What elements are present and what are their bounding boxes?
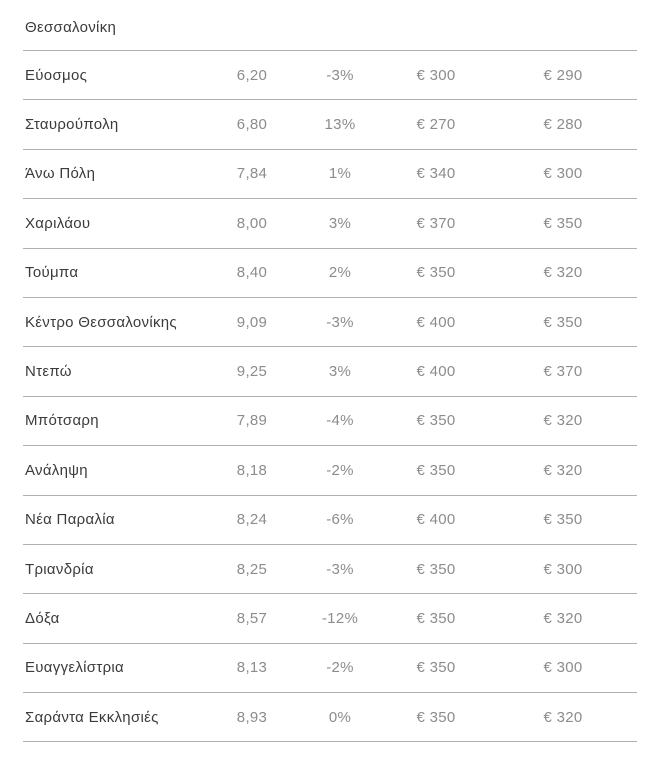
price-a-cell: € 400: [416, 313, 456, 331]
change-percent-cell: 0%: [328, 708, 352, 726]
change-percent-cell: -12%: [321, 609, 359, 627]
change-percent-cell: -6%: [326, 511, 354, 529]
area-name-cell: Νέα Παραλία: [25, 511, 115, 529]
price-per-sqm-cell: 9,09: [236, 313, 268, 331]
price-b-cell: € 320: [543, 609, 583, 627]
area-name-cell: Σταυρούπολη: [25, 116, 119, 134]
change-percent-cell: -2%: [326, 461, 354, 479]
change-percent-cell: -3%: [326, 66, 354, 84]
price-b-cell: € 320: [543, 461, 583, 479]
price-a-cell: € 340: [416, 165, 456, 183]
price-a-cell: € 350: [416, 264, 456, 282]
area-name-cell: Ντεπώ: [25, 363, 72, 381]
price-b-cell: € 300: [543, 659, 583, 677]
table-row: Εύοσμος 6,20 -3% € 300 € 290: [23, 51, 637, 101]
area-name-cell: Τριανδρία: [25, 560, 94, 578]
change-percent-cell: -4%: [326, 412, 354, 430]
area-name-cell: Μπότσαρη: [25, 412, 99, 430]
area-name-cell: Δόξα: [25, 609, 60, 627]
price-a-cell: € 400: [416, 511, 456, 529]
price-a-cell: € 370: [416, 214, 456, 232]
price-b-cell: € 300: [543, 165, 583, 183]
price-a-cell: € 350: [416, 708, 456, 726]
price-a-cell: € 400: [416, 363, 456, 381]
price-b-cell: € 350: [543, 511, 583, 529]
area-name-cell: Χαριλάου: [25, 214, 91, 232]
price-b-cell: € 370: [543, 363, 583, 381]
neighborhood-price-table: Εύοσμος 6,20 -3% € 300 € 290 Σταυρούπολη…: [23, 50, 637, 743]
price-b-cell: € 280: [543, 116, 583, 134]
table-row: Ντεπώ 9,25 3% € 400 € 370: [23, 347, 637, 397]
price-per-sqm-cell: 8,24: [236, 511, 268, 529]
table-row: Ευαγγελίστρια 8,13 -2% € 350 € 300: [23, 644, 637, 694]
change-percent-cell: 2%: [328, 264, 352, 282]
price-per-sqm-cell: 6,20: [236, 66, 268, 84]
price-per-sqm-cell: 8,00: [236, 214, 268, 232]
price-b-cell: € 350: [543, 214, 583, 232]
region-table-section: Θεσσαλονίκη Εύοσμος 6,20 -3% € 300 € 290…: [23, 0, 637, 743]
area-name-cell: Ευαγγελίστρια: [25, 659, 125, 677]
price-b-cell: € 290: [543, 66, 583, 84]
price-per-sqm-cell: 6,80: [236, 116, 268, 134]
table-row: Χαριλάου 8,00 3% € 370 € 350: [23, 199, 637, 249]
table-row: Μπότσαρη 7,89 -4% € 350 € 320: [23, 397, 637, 447]
change-percent-cell: -3%: [326, 560, 354, 578]
price-per-sqm-cell: 8,18: [236, 461, 268, 479]
price-per-sqm-cell: 8,93: [236, 708, 268, 726]
table-row: Νέα Παραλία 8,24 -6% € 400 € 350: [23, 496, 637, 545]
price-b-cell: € 320: [543, 264, 583, 282]
area-name-cell: Κέντρο Θεσσαλονίκης: [25, 313, 177, 331]
table-row: Σαράντα Εκκλησιές 8,93 0% € 350 € 320: [23, 693, 637, 743]
table-row: Άνω Πόλη 7,84 1% € 340 € 300: [23, 150, 637, 200]
price-per-sqm-cell: 9,25: [236, 363, 268, 381]
price-b-cell: € 320: [543, 412, 583, 430]
table-row: Δόξα 8,57 -12% € 350 € 320: [23, 594, 637, 644]
change-percent-cell: -2%: [326, 659, 354, 677]
change-percent-cell: 13%: [324, 116, 356, 134]
table-row: Κέντρο Θεσσαλονίκης 9,09 -3% € 400 € 350: [23, 298, 637, 348]
price-a-cell: € 350: [416, 560, 456, 578]
table-row: Ανάληψη 8,18 -2% € 350 € 320: [23, 446, 637, 496]
price-per-sqm-cell: 8,40: [236, 264, 268, 282]
price-per-sqm-cell: 7,84: [236, 165, 268, 183]
price-per-sqm-cell: 8,13: [236, 659, 268, 677]
area-name-cell: Εύοσμος: [25, 66, 88, 84]
price-a-cell: € 350: [416, 412, 456, 430]
change-percent-cell: 1%: [328, 165, 352, 183]
change-percent-cell: 3%: [328, 214, 352, 232]
price-a-cell: € 350: [416, 659, 456, 677]
area-name-cell: Τούμπα: [25, 264, 79, 282]
price-per-sqm-cell: 7,89: [236, 412, 268, 430]
change-percent-cell: 3%: [328, 363, 352, 381]
area-name-cell: Άνω Πόλη: [25, 165, 96, 183]
area-name-cell: Ανάληψη: [25, 461, 88, 479]
area-name-cell: Σαράντα Εκκλησιές: [25, 708, 159, 726]
region-title: Θεσσαλονίκη: [25, 19, 117, 36]
price-a-cell: € 270: [416, 116, 456, 134]
price-b-cell: € 320: [543, 708, 583, 726]
table-row: Σταυρούπολη 6,80 13% € 270 € 280: [23, 100, 637, 150]
price-a-cell: € 300: [416, 66, 456, 84]
price-a-cell: € 350: [416, 461, 456, 479]
change-percent-cell: -3%: [326, 313, 354, 331]
table-row: Τούμπα 8,40 2% € 350 € 320: [23, 249, 637, 298]
price-a-cell: € 350: [416, 609, 456, 627]
price-b-cell: € 350: [543, 313, 583, 331]
price-per-sqm-cell: 8,57: [236, 609, 268, 627]
price-b-cell: € 300: [543, 560, 583, 578]
price-per-sqm-cell: 8,25: [236, 560, 268, 578]
table-row: Τριανδρία 8,25 -3% € 350 € 300: [23, 545, 637, 595]
